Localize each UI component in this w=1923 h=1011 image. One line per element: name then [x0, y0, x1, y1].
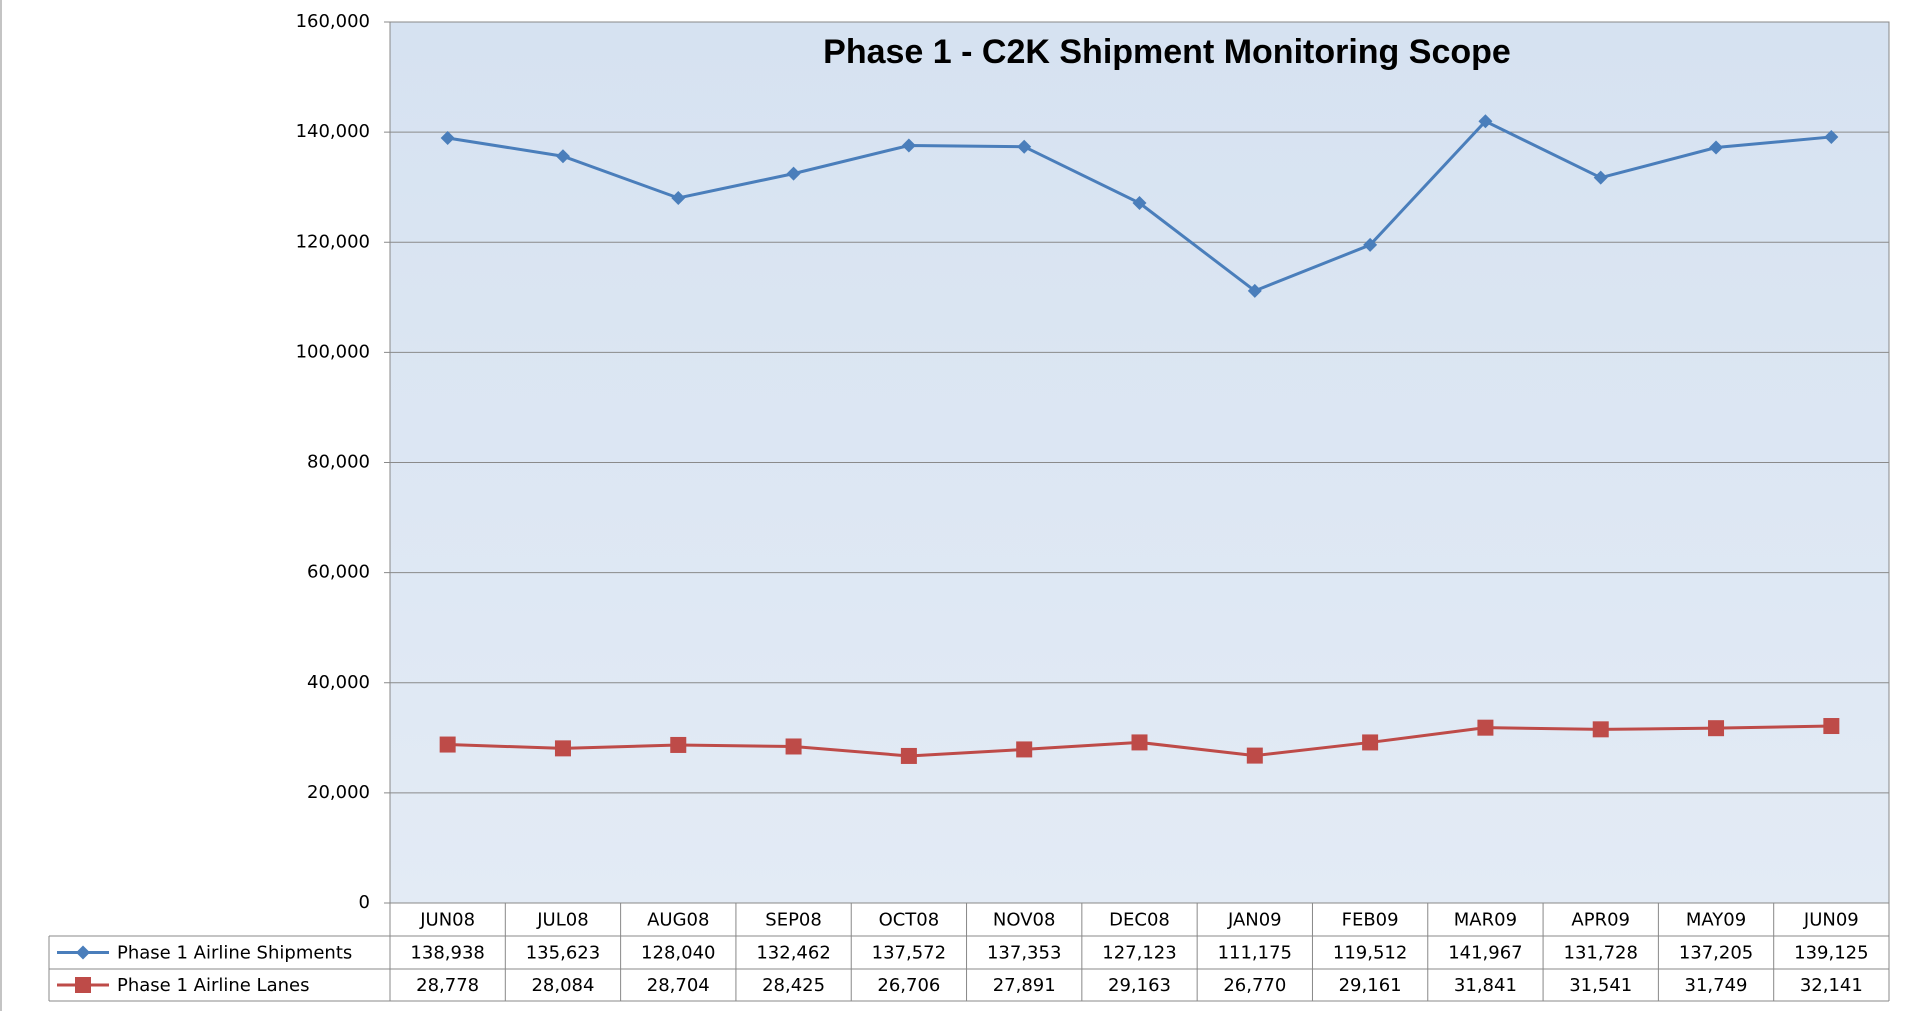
table-value: 141,967	[1448, 943, 1522, 964]
table-value: 32,141	[1800, 975, 1863, 996]
y-tick-label: 20,000	[307, 782, 370, 803]
table-value: 28,704	[647, 975, 710, 996]
data-point	[1363, 237, 1378, 252]
x-tick-label: SEP08	[765, 910, 822, 931]
table-value: 31,749	[1685, 975, 1748, 996]
data-point	[1132, 196, 1147, 211]
data-point	[554, 740, 571, 757]
x-tick-label: NOV08	[993, 910, 1056, 931]
y-tick-label: 100,000	[296, 341, 370, 362]
x-tick-label: APR09	[1571, 910, 1630, 931]
data-point	[555, 149, 570, 164]
table-value: 31,841	[1454, 975, 1517, 996]
data-point	[1708, 720, 1725, 737]
table-value: 137,205	[1679, 943, 1753, 964]
table-value: 28,425	[762, 975, 825, 996]
table-value: 26,706	[877, 975, 940, 996]
x-tick-label: OCT08	[879, 910, 940, 931]
table-value: 27,891	[993, 975, 1056, 996]
data-point	[1709, 140, 1724, 155]
legend-label: Phase 1 Airline Shipments	[117, 943, 352, 964]
data-point	[1362, 734, 1379, 751]
table-value: 28,084	[531, 975, 594, 996]
data-point	[901, 138, 916, 153]
table-value: 132,462	[756, 943, 830, 964]
data-point	[1247, 283, 1262, 298]
table-value: 119,512	[1333, 943, 1407, 964]
data-point	[439, 736, 456, 753]
table-value: 111,175	[1218, 943, 1292, 964]
x-tick-label: AUG08	[647, 910, 709, 931]
table-value: 29,163	[1108, 975, 1171, 996]
table-value: 137,572	[872, 943, 946, 964]
data-point	[900, 747, 917, 764]
data-point	[670, 736, 687, 753]
table-value: 29,161	[1339, 975, 1402, 996]
data-point	[1478, 114, 1493, 129]
data-point	[1017, 139, 1032, 154]
y-tick-label: 160,000	[296, 11, 370, 32]
x-tick-label: JAN09	[1227, 910, 1282, 931]
table-value: 138,938	[410, 943, 484, 964]
legend-marker	[76, 945, 90, 960]
data-point	[440, 130, 455, 145]
chart-title: Phase 1 - C2K Shipment Monitoring Scope	[823, 33, 1511, 71]
table-value: 135,623	[526, 943, 600, 964]
legend-label: Phase 1 Airline Lanes	[117, 975, 309, 996]
x-tick-label: JUN08	[419, 910, 475, 931]
x-tick-label: FEB09	[1342, 910, 1399, 931]
data-point	[1823, 718, 1840, 735]
data-point	[1246, 747, 1263, 764]
y-tick-label: 80,000	[307, 452, 370, 473]
y-tick-label: 60,000	[307, 562, 370, 583]
data-point	[1824, 129, 1839, 144]
y-tick-label: 0	[359, 892, 370, 913]
data-point	[1016, 741, 1033, 758]
legend-marker	[75, 977, 91, 993]
table-value: 31,541	[1569, 975, 1632, 996]
table-value: 127,123	[1102, 943, 1176, 964]
data-point	[1131, 734, 1148, 751]
table-value: 139,125	[1794, 943, 1868, 964]
data-point	[785, 738, 802, 755]
data-point	[1593, 170, 1608, 185]
data-point	[786, 166, 801, 181]
y-tick-label: 120,000	[296, 231, 370, 252]
data-point	[1592, 721, 1609, 738]
table-value: 28,778	[416, 975, 479, 996]
table-value: 137,353	[987, 943, 1061, 964]
x-tick-label: JUN09	[1803, 910, 1859, 931]
x-tick-label: JUL08	[536, 910, 588, 931]
data-point	[671, 190, 686, 205]
y-tick-label: 140,000	[296, 121, 370, 142]
table-value: 128,040	[641, 943, 715, 964]
data-point	[1477, 719, 1494, 736]
y-tick-label: 40,000	[307, 672, 370, 693]
x-tick-label: MAR09	[1454, 910, 1517, 931]
x-tick-label: MAY09	[1686, 910, 1746, 931]
x-tick-label: DEC08	[1109, 910, 1170, 931]
table-value: 131,728	[1564, 943, 1638, 964]
table-value: 26,770	[1223, 975, 1286, 996]
